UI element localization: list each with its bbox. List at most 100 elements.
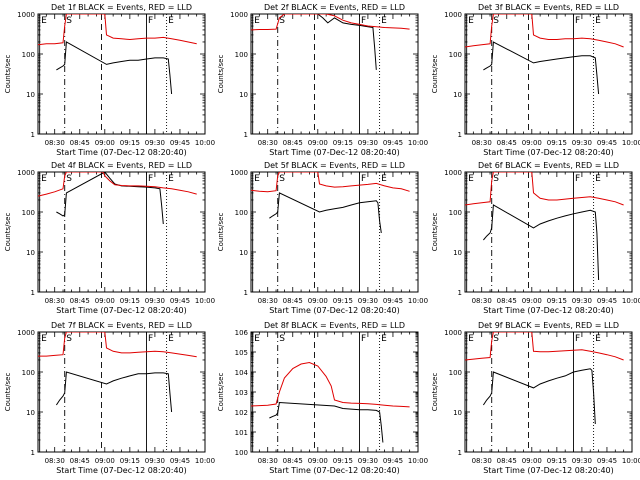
y-tick-label: 100 (22, 209, 35, 217)
y-tick-label: 1 (458, 131, 462, 139)
event-marker-label: S (66, 334, 72, 344)
event-marker-label: E (468, 174, 474, 184)
y-tick-label: 1000 (444, 11, 462, 19)
x-axis-label: Start Time (07-Dec-12 08:20:40) (483, 148, 614, 157)
y-tick-label: 1000 (17, 11, 35, 19)
x-tick-label: 09:15 (333, 139, 353, 147)
y-tick-label: 100 (449, 369, 462, 377)
x-tick-label: 09:15 (120, 139, 140, 147)
x-tick-label: 10:00 (622, 297, 640, 305)
event-marker-label: S (279, 16, 285, 26)
event-marker-label: S (279, 174, 285, 184)
event-marker-label: F (575, 16, 580, 26)
event-marker-label: F (361, 174, 366, 184)
x-tick-label: 09:30 (145, 297, 165, 305)
black-series-line (269, 401, 384, 443)
black-series-line (269, 192, 382, 233)
event-marker-label: E (168, 16, 174, 26)
y-tick-label: 10 (26, 91, 35, 99)
y-tick-label: 10 (453, 249, 462, 257)
y-tick-label: 10 (239, 91, 248, 99)
y-tick-label: 1000 (230, 169, 248, 177)
x-tick-label: 09:15 (547, 139, 567, 147)
x-tick-label: 09:15 (547, 297, 567, 305)
x-tick-label: 08:30 (45, 297, 65, 305)
panel-title: Det 9f BLACK = Events, RED = LLD (478, 321, 619, 330)
x-tick-label: 09:45 (383, 457, 403, 465)
x-tick-label: 08:30 (45, 457, 65, 465)
panel-title: Det 2f BLACK = Events, RED = LLD (264, 3, 405, 12)
y-tick-label: 1 (244, 131, 248, 139)
panel-title: Det 1f BLACK = Events, RED = LLD (51, 3, 192, 12)
x-tick-label: 09:30 (358, 297, 378, 305)
y-tick-label: 1 (244, 289, 248, 297)
series-group (465, 172, 624, 281)
x-tick-label: 09:15 (333, 297, 353, 305)
y-tick-label: 100 (235, 449, 248, 457)
y-tick-label: 100 (449, 209, 462, 217)
event-marker-label: E (468, 334, 474, 344)
event-marker-label: F (148, 334, 153, 344)
panel-det-5: Det 5f BLACK = Events, RED = LLD 08:30 08:… (217, 161, 428, 315)
series-group (465, 14, 624, 95)
black-series-line (317, 14, 377, 70)
x-tick-label: 09:15 (120, 457, 140, 465)
x-axis-label: Start Time (07-Dec-12 08:20:40) (483, 306, 614, 315)
event-marker-label: F (575, 174, 580, 184)
y-axis-label: Counts/sec (217, 373, 225, 412)
x-axis-label: Start Time (07-Dec-12 08:20:40) (269, 306, 400, 315)
x-tick-label: 08:45 (497, 457, 517, 465)
x-tick-label: 08:30 (472, 457, 492, 465)
x-tick-label: 09:15 (333, 457, 353, 465)
x-axis-label: Start Time (07-Dec-12 08:20:40) (269, 466, 400, 475)
x-tick-label: 09:00 (95, 139, 115, 147)
y-tick-label: 100 (22, 369, 35, 377)
x-tick-label: 10:00 (622, 457, 640, 465)
panel-det-6: Det 6f BLACK = Events, RED = LLD 08:30 08:… (431, 161, 640, 315)
x-tick-label: 08:30 (258, 297, 278, 305)
y-tick-label: 10 (26, 249, 35, 257)
panel-title: Det 5f BLACK = Events, RED = LLD (264, 161, 405, 170)
x-tick-label: 09:00 (522, 139, 542, 147)
panel-det-2: Det 2f BLACK = Events, RED = LLD 08:30 08:… (217, 3, 428, 157)
y-tick-label: 100 (235, 51, 248, 59)
y-tick-label: 105 (235, 349, 248, 357)
y-tick-label: 100 (22, 51, 35, 59)
x-tick-label: 09:00 (308, 457, 328, 465)
x-tick-label: 09:00 (95, 297, 115, 305)
y-tick-label: 100 (449, 51, 462, 59)
panel-title: Det 4f BLACK = Events, RED = LLD (51, 161, 192, 170)
event-marker-label: F (575, 334, 580, 344)
red-series-line (465, 172, 624, 206)
x-tick-label: 08:30 (258, 457, 278, 465)
y-tick-label: 100 (235, 209, 248, 217)
x-axis-label: Start Time (07-Dec-12 08:20:40) (56, 148, 187, 157)
x-axis-label: Start Time (07-Dec-12 08:20:40) (56, 306, 187, 315)
x-tick-label: 09:00 (308, 297, 328, 305)
x-tick-label: 09:30 (572, 139, 592, 147)
x-tick-label: 10:00 (195, 139, 215, 147)
red-series-line (251, 14, 410, 31)
x-tick-label: 08:45 (70, 297, 90, 305)
event-marker-label: E (468, 16, 474, 26)
x-tick-label: 09:00 (95, 457, 115, 465)
series-group (465, 332, 624, 425)
y-tick-label: 1000 (17, 169, 35, 177)
x-tick-label: 08:45 (283, 297, 303, 305)
red-series-line (38, 172, 197, 197)
black-series-line (55, 371, 173, 413)
y-tick-label: 102 (235, 409, 248, 417)
x-tick-label: 10:00 (195, 297, 215, 305)
panel-det-4: Det 4f BLACK = Events, RED = LLD 08:30 08:… (4, 161, 215, 315)
x-tick-label: 09:45 (383, 139, 403, 147)
y-tick-label: 10 (26, 409, 35, 417)
event-marker-label: E (254, 16, 260, 26)
x-tick-label: 08:45 (70, 457, 90, 465)
y-axis-label: Counts/sec (4, 373, 12, 412)
y-tick-label: 106 (235, 329, 249, 337)
series-group (251, 14, 410, 70)
x-tick-label: 08:45 (283, 457, 303, 465)
y-axis-label: Counts/sec (431, 55, 439, 94)
x-axis-label: Start Time (07-Dec-12 08:20:40) (483, 466, 614, 475)
